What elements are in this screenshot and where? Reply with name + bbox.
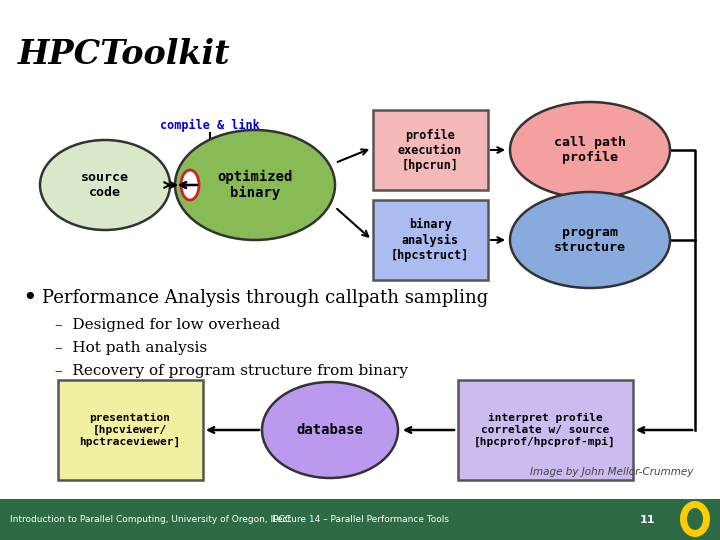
Text: compile & link: compile & link bbox=[160, 118, 260, 132]
Ellipse shape bbox=[262, 382, 398, 478]
Text: profile
execution
[hpcrun]: profile execution [hpcrun] bbox=[398, 129, 462, 172]
FancyBboxPatch shape bbox=[58, 380, 202, 480]
Ellipse shape bbox=[510, 102, 670, 198]
Text: optimized
binary: optimized binary bbox=[217, 170, 293, 200]
Text: Performance Analysis through callpath sampling: Performance Analysis through callpath sa… bbox=[42, 289, 488, 307]
Ellipse shape bbox=[40, 140, 170, 230]
Text: •: • bbox=[22, 286, 37, 310]
Text: HPCToolkit: HPCToolkit bbox=[18, 38, 230, 71]
Text: database: database bbox=[297, 423, 364, 437]
Text: 11: 11 bbox=[640, 515, 655, 525]
Text: call path
profile: call path profile bbox=[554, 136, 626, 164]
Text: –  Designed for low overhead: – Designed for low overhead bbox=[55, 318, 280, 332]
Text: interpret profile
correlate w/ source
[hpcprof/hpcprof-mpi]: interpret profile correlate w/ source [h… bbox=[474, 413, 616, 447]
FancyBboxPatch shape bbox=[660, 499, 720, 540]
Text: –  Recovery of program structure from binary: – Recovery of program structure from bin… bbox=[55, 364, 408, 378]
Ellipse shape bbox=[175, 130, 335, 240]
Ellipse shape bbox=[687, 508, 703, 530]
Text: binary
analysis
[hpcstruct]: binary analysis [hpcstruct] bbox=[391, 218, 469, 261]
FancyBboxPatch shape bbox=[372, 110, 487, 190]
FancyBboxPatch shape bbox=[457, 380, 632, 480]
Text: presentation
[hpcviewer/
hpctraceviewer]: presentation [hpcviewer/ hpctraceviewer] bbox=[79, 413, 181, 447]
Ellipse shape bbox=[181, 170, 199, 200]
Text: program
structure: program structure bbox=[554, 226, 626, 254]
Text: Introduction to Parallel Computing, University of Oregon, IPCC: Introduction to Parallel Computing, Univ… bbox=[10, 516, 291, 524]
Ellipse shape bbox=[680, 501, 710, 537]
Text: source
code: source code bbox=[81, 171, 129, 199]
Text: Lecture 14 – Parallel Performance Tools: Lecture 14 – Parallel Performance Tools bbox=[271, 516, 449, 524]
Ellipse shape bbox=[510, 192, 670, 288]
FancyBboxPatch shape bbox=[372, 200, 487, 280]
Text: Image by John Mellor-Crummey: Image by John Mellor-Crummey bbox=[530, 467, 693, 477]
Text: –  Hot path analysis: – Hot path analysis bbox=[55, 341, 207, 355]
FancyBboxPatch shape bbox=[0, 499, 720, 540]
